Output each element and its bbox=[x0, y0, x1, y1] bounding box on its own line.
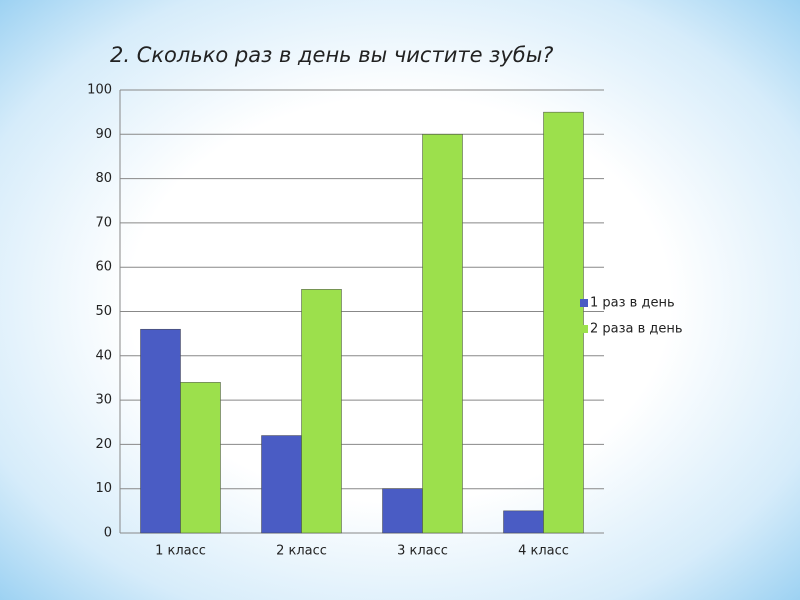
x-tick-label: 3 класс bbox=[397, 544, 448, 559]
y-tick-label: 50 bbox=[95, 304, 112, 319]
y-tick-label: 70 bbox=[95, 215, 112, 230]
x-tick-label: 4 класс bbox=[518, 544, 569, 559]
y-tick-label: 40 bbox=[95, 348, 112, 363]
y-tick-label: 10 bbox=[95, 481, 112, 496]
bar bbox=[422, 134, 463, 534]
bar bbox=[382, 488, 423, 534]
x-tick-label: 1 класс bbox=[155, 544, 206, 559]
legend-swatch bbox=[580, 299, 588, 307]
legend-label: 2 раза в день bbox=[590, 322, 683, 337]
chart-title: 2. Сколько раз в день вы чистите зубы? bbox=[110, 43, 553, 67]
y-tick-label: 20 bbox=[95, 437, 112, 452]
bar bbox=[261, 435, 302, 534]
y-tick-label: 90 bbox=[95, 127, 112, 142]
y-tick-label: 80 bbox=[95, 171, 112, 186]
bar bbox=[140, 328, 181, 534]
y-tick-label: 100 bbox=[87, 83, 112, 98]
y-tick-label: 30 bbox=[95, 393, 112, 408]
x-tick-label: 2 класс bbox=[276, 544, 327, 559]
bar bbox=[180, 382, 221, 534]
y-tick-label: 0 bbox=[104, 526, 112, 541]
bar bbox=[503, 510, 544, 534]
bar bbox=[301, 289, 342, 534]
y-tick-label: 60 bbox=[95, 260, 112, 275]
bar bbox=[543, 111, 584, 534]
legend-swatch bbox=[580, 325, 588, 333]
legend-label: 1 раз в день bbox=[590, 296, 675, 311]
